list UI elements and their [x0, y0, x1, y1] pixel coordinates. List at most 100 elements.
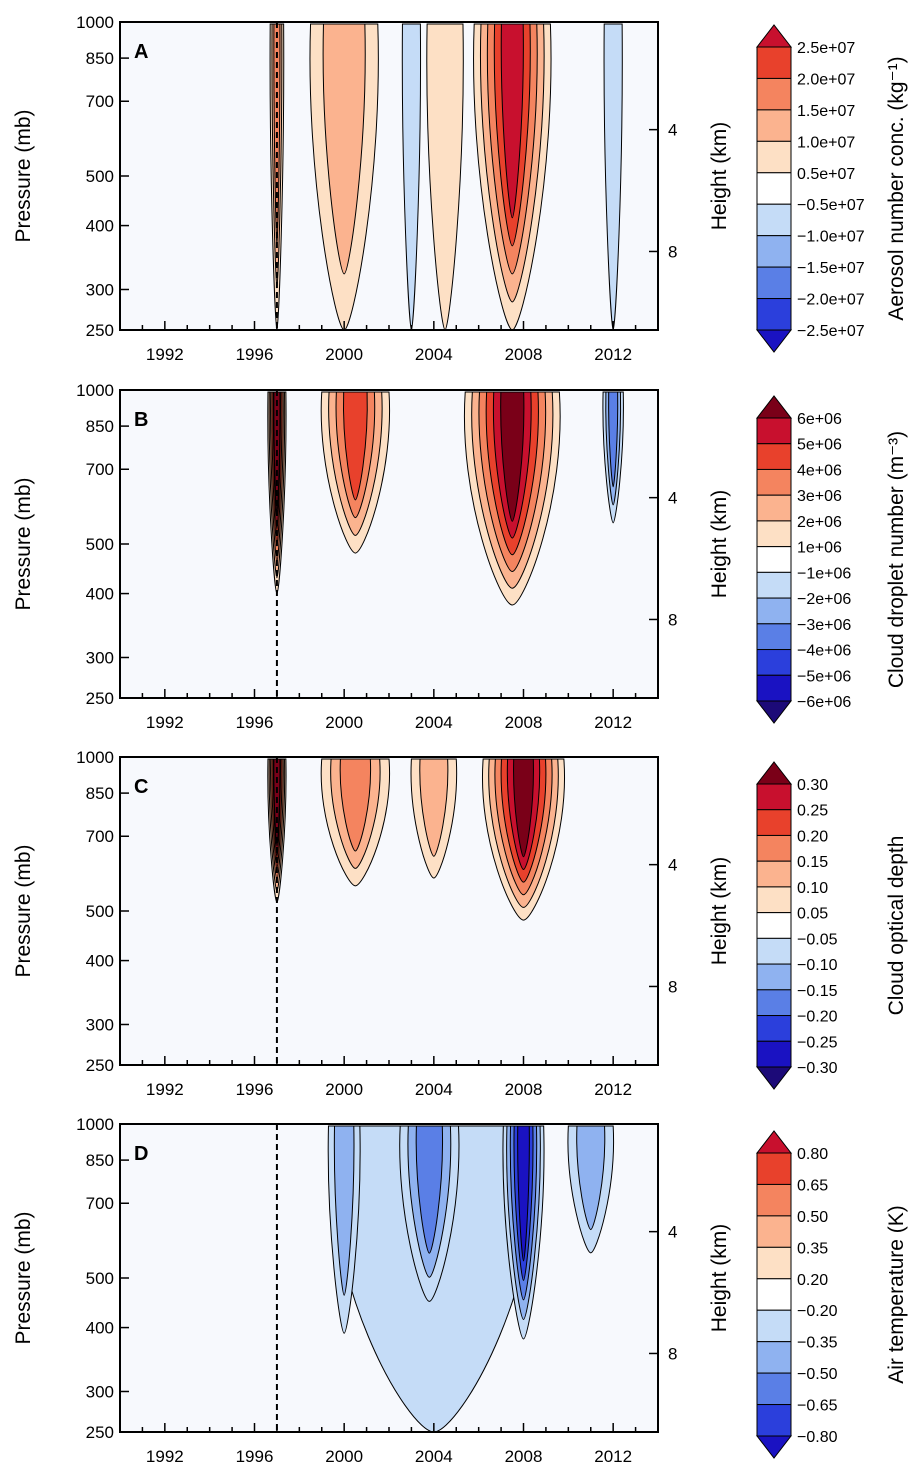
colorbar-level-label: −0.65 — [797, 1398, 838, 1415]
plot-background — [120, 390, 658, 698]
y-axis-label: Pressure (mb) — [12, 844, 35, 977]
colorbar-swatch — [756, 783, 792, 811]
colorbar-level-label: −2e+06 — [797, 591, 851, 608]
colorbar-swatch — [756, 1404, 792, 1437]
colorbar-swatch — [756, 546, 792, 573]
colorbar-level-label: −0.15 — [797, 983, 838, 1000]
y2-tick-label: 4 — [668, 489, 677, 508]
x-tick-label: 2008 — [505, 1080, 543, 1099]
x-tick-label: 1996 — [236, 713, 274, 732]
panel-label: B — [134, 409, 148, 431]
colorbar-level-label: −0.20 — [797, 1303, 838, 1320]
y-tick-label: 1000 — [76, 13, 114, 32]
colorbar-level-label: −5e+06 — [797, 668, 851, 685]
colorbar-level-label: −1.0e+07 — [797, 229, 865, 246]
x-tick-label: 2004 — [415, 1080, 453, 1099]
y2-tick-label: 8 — [668, 1344, 677, 1363]
panel-label: A — [134, 41, 148, 63]
colorbar-swatch — [756, 860, 792, 888]
x-tick-label: 2008 — [505, 345, 543, 364]
colorbar-level-label: −0.80 — [797, 1429, 838, 1446]
contour-pos-level-4 — [342, 391, 368, 501]
colorbar-max-arrow — [755, 395, 793, 419]
x-tick-label: 1992 — [146, 345, 184, 364]
x-tick-label: 2000 — [325, 713, 363, 732]
colorbar-swatch — [756, 809, 792, 836]
colorbar-swatch — [756, 203, 792, 237]
colorbar-level-label: 1.0e+07 — [797, 134, 855, 151]
colorbar-label: Cloud droplet number (m⁻³) — [885, 431, 908, 688]
colorbar-swatch — [756, 1246, 792, 1280]
colorbar-swatch — [756, 1183, 792, 1217]
y-tick-label: 700 — [86, 92, 114, 111]
colorbar-swatch — [756, 1309, 792, 1343]
x-tick-label: 1992 — [146, 1080, 184, 1099]
x-tick-label: 2000 — [325, 1080, 363, 1099]
x-tick-label: 2012 — [594, 345, 632, 364]
colorbar-level-label: 1.5e+07 — [797, 103, 855, 120]
colorbar-level-label: 0.35 — [797, 1240, 828, 1257]
colorbar: 6e+06 5e+06 4e+06 3e+06 2e+06 1e+06 −1e+06 −2e+… — [755, 395, 908, 724]
y-tick-label: 850 — [86, 784, 114, 803]
colorbar-level-label: 5e+06 — [797, 437, 842, 454]
colorbar-swatch — [756, 443, 792, 470]
colorbar-swatch — [756, 1341, 792, 1374]
y-tick-label: 850 — [86, 1151, 114, 1170]
colorbar-level-label: 0.30 — [797, 777, 828, 794]
colorbar-swatch — [756, 235, 792, 268]
colorbar-level-label: −2.5e+07 — [797, 323, 865, 340]
x-tick-label: 2000 — [325, 345, 363, 364]
colorbar-min-arrow — [755, 1066, 793, 1090]
colorbar-level-label: 0.05 — [797, 906, 828, 923]
colorbar-level-label: 2e+06 — [797, 514, 842, 531]
colorbar-level-label: 0.50 — [797, 1209, 828, 1226]
y-tick-label: 700 — [86, 460, 114, 479]
colorbar-swatch — [756, 1278, 792, 1311]
y-axis-label: Pressure (mb) — [12, 477, 35, 610]
panel-c: C 1992 1996 2000 2004 2008 2012 250 300 400 500 700… — [12, 748, 908, 1099]
y-tick-label: 250 — [86, 1056, 114, 1075]
x-tick-label: 1996 — [236, 1447, 274, 1466]
colorbar-level-label: 6e+06 — [797, 411, 842, 428]
colorbar-level-label: −0.05 — [797, 931, 838, 948]
x-tick-label: 2012 — [594, 1080, 632, 1099]
x-tick-label: 2004 — [415, 1447, 453, 1466]
contour-pos-level-6 — [513, 758, 534, 858]
y-tick-label: 700 — [86, 827, 114, 846]
colorbar-swatch — [756, 623, 792, 651]
colorbar-swatch — [756, 963, 792, 991]
y-tick-label: 250 — [86, 1423, 114, 1442]
colorbar: 2.5e+07 2.0e+07 1.5e+07 1.0e+07 0.5e+07 −0.5e… — [755, 24, 908, 353]
contour-neg-level-2 — [333, 1125, 355, 1296]
colorbar-level-label: 0.5e+07 — [797, 166, 855, 183]
colorbar-max-arrow — [755, 24, 793, 48]
colorbar: 0.80 0.65 0.50 0.35 0.20 −0.20 −0.35 −0.50 −0.65… — [755, 1130, 908, 1459]
colorbar-swatch — [756, 77, 792, 111]
colorbar-swatch — [756, 1215, 792, 1248]
colorbar-swatch — [756, 140, 792, 174]
y-tick-label: 400 — [86, 217, 114, 236]
y-tick-label: 850 — [86, 49, 114, 68]
colorbar-level-label: −0.35 — [797, 1335, 838, 1352]
contour-neg-level-3 — [608, 391, 619, 488]
y2-tick-label: 8 — [668, 610, 677, 629]
colorbar-swatch — [756, 298, 792, 331]
colorbar-min-arrow — [755, 329, 793, 353]
y-axis-label: Pressure (mb) — [12, 1211, 35, 1344]
colorbar-swatch — [756, 834, 792, 862]
colorbar-level-label: −1.5e+07 — [797, 260, 865, 277]
colorbar-label: Cloud optical depth — [885, 836, 908, 1016]
colorbar-level-label: 2.0e+07 — [797, 71, 855, 88]
colorbar-swatch — [756, 886, 792, 914]
contour-pos-level-6 — [500, 391, 525, 522]
y-tick-label: 1000 — [76, 748, 114, 767]
y-tick-label: 850 — [86, 417, 114, 436]
y2-tick-label: 4 — [668, 856, 677, 875]
contour-field — [267, 391, 624, 606]
colorbar-swatch — [756, 1015, 792, 1042]
y-axis-label: Pressure (mb) — [12, 109, 35, 242]
colorbar-level-label: 4e+06 — [797, 462, 842, 479]
colorbar-level-label: 0.15 — [797, 854, 828, 871]
y2-tick-label: 4 — [668, 1223, 677, 1242]
